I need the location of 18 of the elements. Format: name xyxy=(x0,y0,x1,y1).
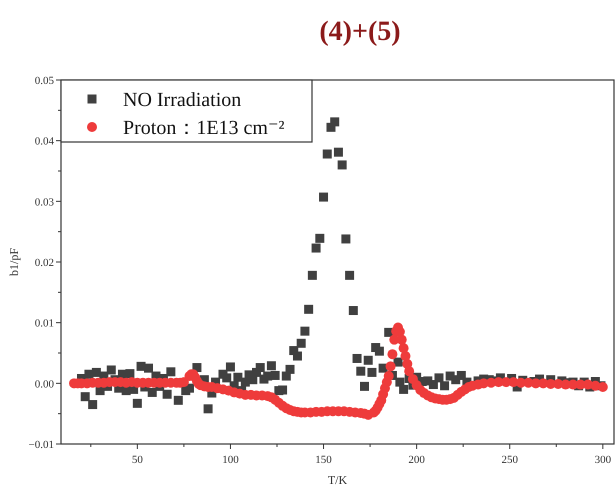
y-tick-label: 0.00 xyxy=(34,378,54,390)
y-tick-label: 0.02 xyxy=(34,257,54,269)
y-tick-label: −0.01 xyxy=(28,439,54,451)
y-tick-label: 0.03 xyxy=(34,196,54,208)
x-tick-label: 300 xyxy=(594,454,612,466)
x-tick-label: 250 xyxy=(501,454,518,466)
y-tick-label: 0.04 xyxy=(34,136,54,148)
y-tick-label: 0.01 xyxy=(34,318,54,330)
x-tick-label: 100 xyxy=(222,454,240,466)
legend-label: NO Irradiation xyxy=(123,89,242,111)
x-tick-label: 200 xyxy=(408,454,426,466)
x-tick-label: 50 xyxy=(132,454,144,466)
y-axis-title: b1/pF xyxy=(7,248,21,276)
x-tick-label: 150 xyxy=(315,454,332,466)
chart-title: (4)+(5) xyxy=(319,16,401,47)
x-axis-title: T/K xyxy=(328,473,348,487)
y-tick-label: 0.05 xyxy=(34,75,54,87)
legend-label: Proton：1E13 cm⁻² xyxy=(123,117,285,139)
